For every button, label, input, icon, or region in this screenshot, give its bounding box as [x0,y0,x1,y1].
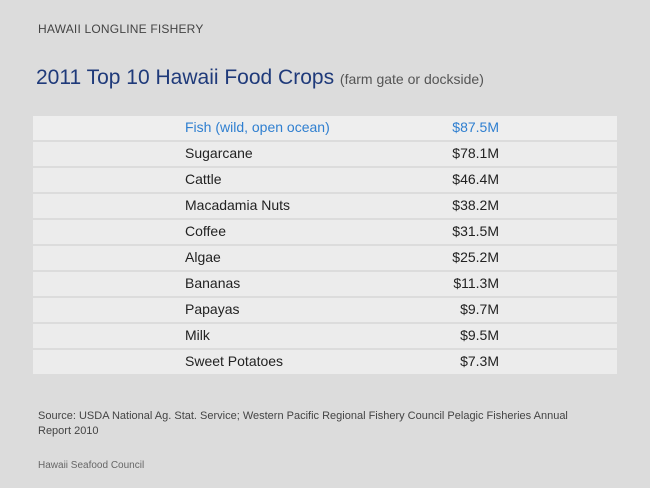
crop-value: $9.5M [460,327,499,343]
table-row: Papayas $9.7M [33,298,617,322]
table-row: Milk $9.5M [33,324,617,348]
table-row: Sugarcane $78.1M [33,142,617,166]
crops-table: Fish (wild, open ocean) $87.5M Sugarcane… [33,116,617,376]
crop-value: $25.2M [452,249,499,265]
crop-value: $38.2M [452,197,499,213]
page-title: 2011 Top 10 Hawaii Food Crops (farm gate… [36,66,484,90]
crop-value: $31.5M [452,223,499,239]
table-row: Algae $25.2M [33,246,617,270]
crop-name: Algae [185,249,221,265]
crop-name: Fish (wild, open ocean) [185,119,330,135]
table-row: Fish (wild, open ocean) $87.5M [33,116,617,140]
source-citation: Source: USDA National Ag. Stat. Service;… [38,410,568,437]
crop-value: $11.3M [453,275,499,291]
crop-name: Bananas [185,275,241,291]
title-main: 2011 Top 10 Hawaii Food Crops [36,66,335,89]
crop-value: $46.4M [452,171,499,187]
crop-value: $78.1M [452,145,499,161]
header-label: HAWAII LONGLINE FISHERY [38,22,204,36]
table-row: Macadamia Nuts $38.2M [33,194,617,218]
crop-value: $9.7M [460,301,499,317]
crop-name: Coffee [185,223,226,239]
crop-name: Cattle [185,171,222,187]
crop-name: Papayas [185,301,240,317]
table-row: Bananas $11.3M [33,272,617,296]
table-row: Sweet Potatoes $7.3M [33,350,617,374]
crop-name: Sweet Potatoes [185,353,284,369]
crop-name: Sugarcane [185,145,253,161]
table-row: Cattle $46.4M [33,168,617,192]
crop-value: $7.3M [460,353,499,369]
crop-name: Macadamia Nuts [185,197,291,213]
table-row: Coffee $31.5M [33,220,617,244]
crop-value: $87.5M [452,119,499,135]
title-subtitle: (farm gate or dockside) [339,71,484,87]
footer-credit: Hawaii Seafood Council [38,460,145,471]
crop-name: Milk [185,327,210,343]
